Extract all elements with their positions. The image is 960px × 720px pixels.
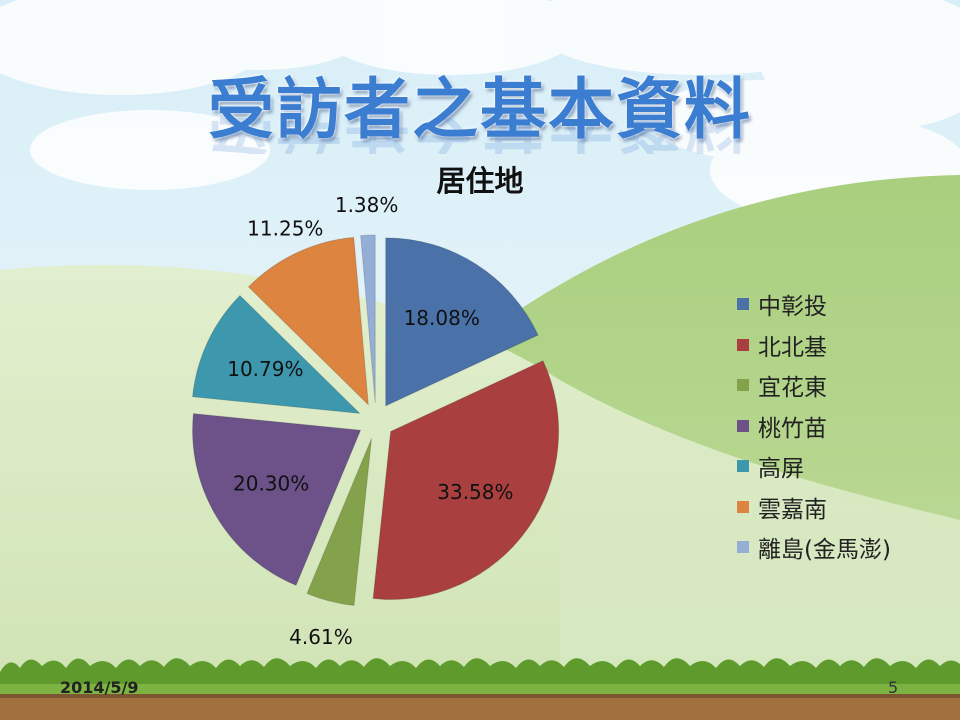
legend-label: 北北基 xyxy=(758,334,827,361)
legend-item-4: 桃竹苗 xyxy=(737,406,891,447)
legend-label: 離島(金馬澎) xyxy=(758,537,891,564)
legend-item-2: 北北基 xyxy=(737,325,891,366)
legend-item-1: 中彰投 xyxy=(737,284,891,325)
legend-item-6: 雲嘉南 xyxy=(737,487,891,528)
pie-slice-6 xyxy=(247,236,369,407)
legend-swatch xyxy=(737,500,749,513)
legend-swatch xyxy=(737,541,749,554)
pie-slice-4 xyxy=(192,413,362,586)
legend-label: 宜花東 xyxy=(758,375,827,402)
pie-slice-label-7: 1.38% xyxy=(335,193,399,217)
legend-label: 雲嘉南 xyxy=(758,496,827,523)
legend-item-3: 宜花東 xyxy=(737,365,891,406)
pie-slice-label-6: 11.25% xyxy=(247,216,323,240)
legend-label: 桃竹苗 xyxy=(758,415,827,442)
legend-swatch xyxy=(737,419,749,432)
slide-date: 2014/5/9 xyxy=(60,678,139,697)
pie-slice-2 xyxy=(372,360,560,600)
pie-slice-7 xyxy=(360,234,376,404)
legend-swatch xyxy=(737,460,749,473)
pie-slice-label-5: 10.79% xyxy=(227,357,303,381)
chart-legend: 中彰投北北基宜花東桃竹苗高屏雲嘉南離島(金馬澎) xyxy=(737,284,891,568)
chart-title: 居住地 xyxy=(436,164,524,198)
legend-label: 中彰投 xyxy=(758,294,827,321)
pie-slice-1 xyxy=(385,237,539,407)
slide-page-number: 5 xyxy=(888,678,899,697)
pie-slice-label-3: 4.61% xyxy=(289,625,353,649)
slide-title: 受訪者之基本資料 xyxy=(208,71,752,148)
pie-slice-5 xyxy=(191,294,362,415)
legend-swatch xyxy=(737,298,749,311)
legend-label: 高屏 xyxy=(758,456,804,483)
pie-slice-3 xyxy=(306,438,373,607)
legend-item-7: 離島(金馬澎) xyxy=(737,527,891,568)
pie-slice-label-2: 33.58% xyxy=(437,480,513,504)
legend-swatch xyxy=(737,379,749,392)
pie-slice-label-4: 20.30% xyxy=(233,472,309,496)
pie-slice-label-1: 18.08% xyxy=(404,306,480,330)
legend-item-5: 高屏 xyxy=(737,446,891,487)
legend-swatch xyxy=(737,338,749,351)
